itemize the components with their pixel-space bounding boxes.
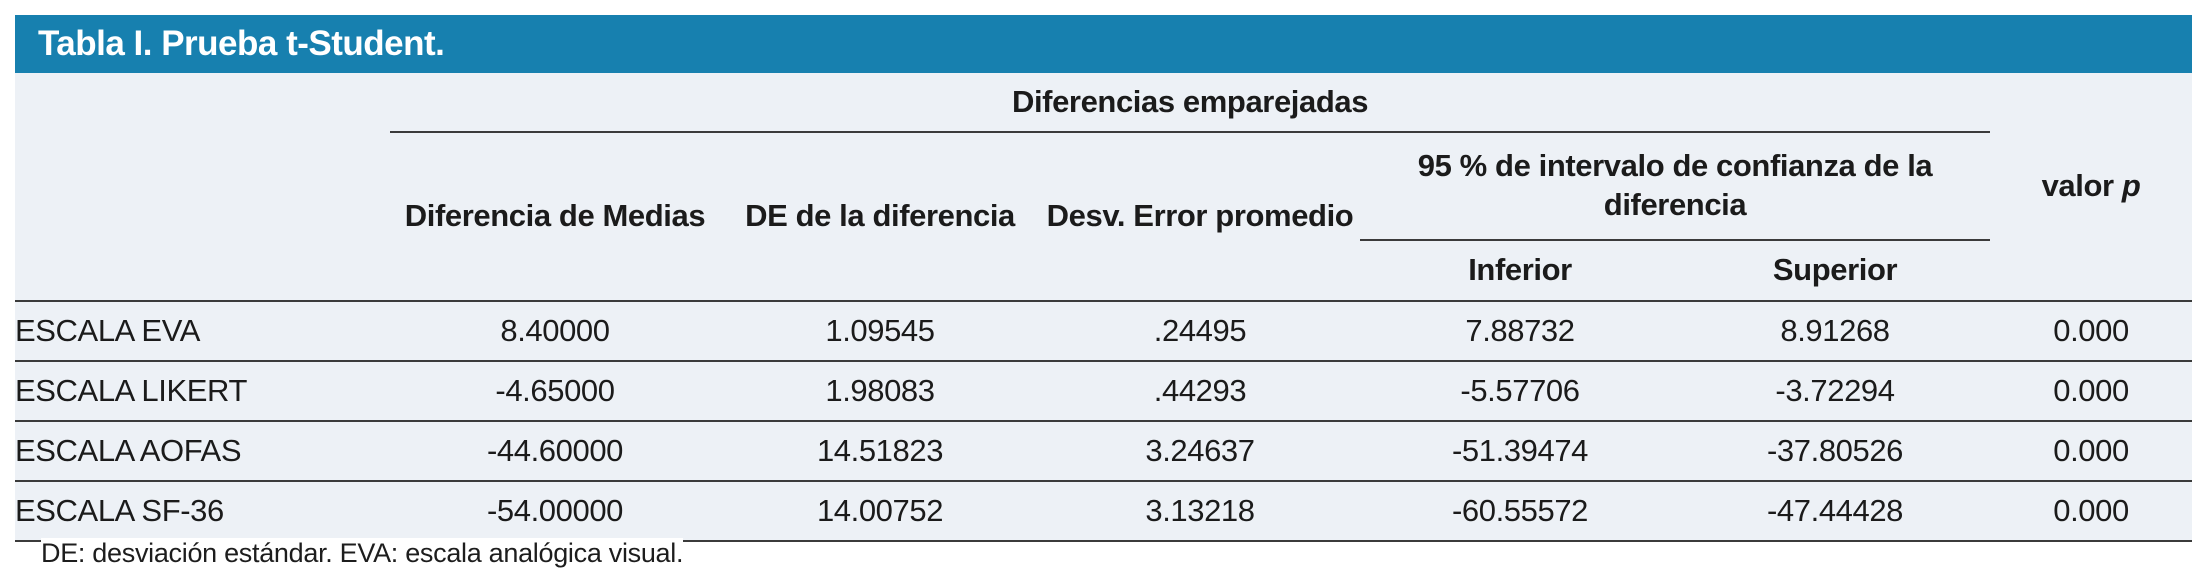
table-row-escala-eva: ESCALA EVA 8.40000 1.09545 .24495 7.8873…: [15, 300, 2193, 361]
cell-ci-upper: 8.91268: [1680, 300, 1991, 361]
cell-ci-upper: -37.80526: [1680, 420, 1991, 481]
cell-mean-diff: 8.40000: [390, 300, 720, 361]
row-label: ESCALA EVA: [15, 300, 390, 361]
row-label: ESCALA AOFAS: [15, 420, 390, 481]
table-container: Tabla I. Prueba t-Student. Diferencias e…: [15, 15, 2193, 542]
table-footnote: DE: desviación estándar. EVA: escala ana…: [41, 538, 684, 569]
cell-mean-diff: -44.60000: [390, 420, 720, 481]
cell-ci-lower: -5.57706: [1360, 360, 1680, 421]
cell-ci-lower: -60.55572: [1360, 480, 1680, 542]
cell-ci-lower: 7.88732: [1360, 300, 1680, 361]
cell-sd: 1.09545: [720, 300, 1040, 361]
cell-sd: 14.51823: [720, 420, 1040, 481]
group-header-paired-differences: Diferencias emparejadas: [390, 73, 1991, 133]
cell-sd: 1.98083: [720, 360, 1040, 421]
table-row-escala-likert: ESCALA LIKERT -4.65000 1.98083 .44293 -5…: [15, 360, 2193, 421]
column-header-confidence-interval: 95 % de intervalo de confianza de la dif…: [1360, 132, 1991, 241]
cell-ci-upper: -3.72294: [1680, 360, 1991, 421]
cell-p-value: 0.000: [1990, 480, 2193, 542]
cell-ci-lower: -51.39474: [1360, 420, 1680, 481]
cell-mean-diff: -54.00000: [390, 480, 720, 542]
table-body: ESCALA EVA 8.40000 1.09545 .24495 7.8873…: [15, 300, 2193, 542]
column-header-sd-difference: DE de la diferencia: [745, 198, 1015, 234]
column-header-p-value: valor p: [1990, 73, 2192, 301]
table-row-escala-sf36: ESCALA SF-36 -54.00000 14.00752 3.13218 …: [15, 480, 2193, 542]
corner-cell: [15, 73, 390, 301]
cell-se: 3.13218: [1040, 480, 1360, 542]
column-header-ci-upper: Superior: [1772, 252, 1898, 288]
cell-ci-upper: -47.44428: [1680, 480, 1991, 542]
p-value-label: valor: [2041, 168, 2115, 204]
column-header-ci-lower: Inferior: [1468, 252, 1572, 288]
cell-se: .24495: [1040, 300, 1360, 361]
table-title-bar: Tabla I. Prueba t-Student.: [15, 15, 2192, 73]
cell-p-value: 0.000: [1990, 300, 2193, 361]
cell-sd: 14.00752: [720, 480, 1040, 542]
column-header-mean-difference: Diferencia de Medias: [404, 198, 706, 234]
column-header-std-error: Desv. Error promedio: [1046, 198, 1354, 234]
cell-p-value: 0.000: [1990, 420, 2193, 481]
row-label: ESCALA SF-36: [15, 480, 390, 542]
cell-se: .44293: [1040, 360, 1360, 421]
table-title: Tabla I. Prueba t-Student.: [38, 24, 445, 63]
t-student-table: Diferencias emparejadas valor p Diferenc…: [15, 73, 2193, 542]
cell-se: 3.24637: [1040, 420, 1360, 481]
table-header: Diferencias emparejadas valor p Diferenc…: [15, 73, 2192, 301]
table-row-escala-aofas: ESCALA AOFAS -44.60000 14.51823 3.24637 …: [15, 420, 2193, 481]
p-symbol: p: [2121, 168, 2141, 204]
row-label: ESCALA LIKERT: [15, 360, 390, 421]
cell-mean-diff: -4.65000: [390, 360, 720, 421]
cell-p-value: 0.000: [1990, 360, 2193, 421]
